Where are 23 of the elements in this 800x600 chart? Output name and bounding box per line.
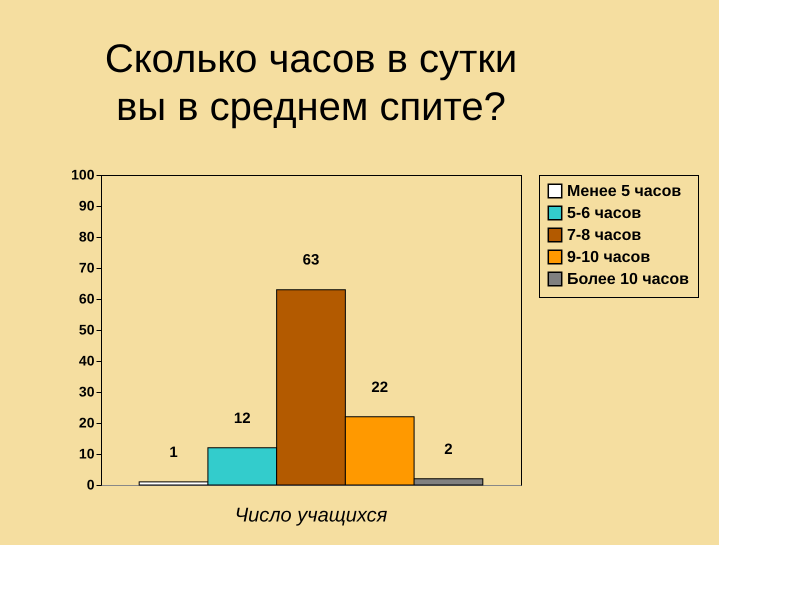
y-tick-label: 90 xyxy=(78,198,95,214)
data-label: 12 xyxy=(234,410,251,427)
chart-title: Сколько часов в сутки вы в среднем спите? xyxy=(104,37,518,129)
data-label: 2 xyxy=(444,440,453,458)
legend-label: 9-10 часов xyxy=(567,249,650,266)
y-tick-label: 50 xyxy=(78,322,95,338)
y-tick-label: 40 xyxy=(78,352,95,368)
y-tick-label: 30 xyxy=(78,384,95,400)
x-tick-label: Число учащихся xyxy=(234,504,388,526)
data-label: 22 xyxy=(371,378,388,396)
legend-label: 7-8 часов xyxy=(567,227,642,244)
y-tick-label: 80 xyxy=(78,228,95,244)
data-label: 63 xyxy=(302,252,320,269)
y-tick-label: 60 xyxy=(78,290,95,306)
y-tick-label: 20 xyxy=(78,414,95,430)
y-tick-label: 10 xyxy=(78,446,95,462)
legend-label: 5-6 часов xyxy=(567,205,642,222)
y-tick-label: 0 xyxy=(86,476,95,492)
legend-label: Более 10 часов xyxy=(567,271,690,288)
y-tick-label: 100 xyxy=(71,166,95,182)
data-label: 1 xyxy=(169,444,178,461)
legend-label: Менее 5 часов xyxy=(567,183,682,200)
y-tick-label: 70 xyxy=(78,260,95,276)
